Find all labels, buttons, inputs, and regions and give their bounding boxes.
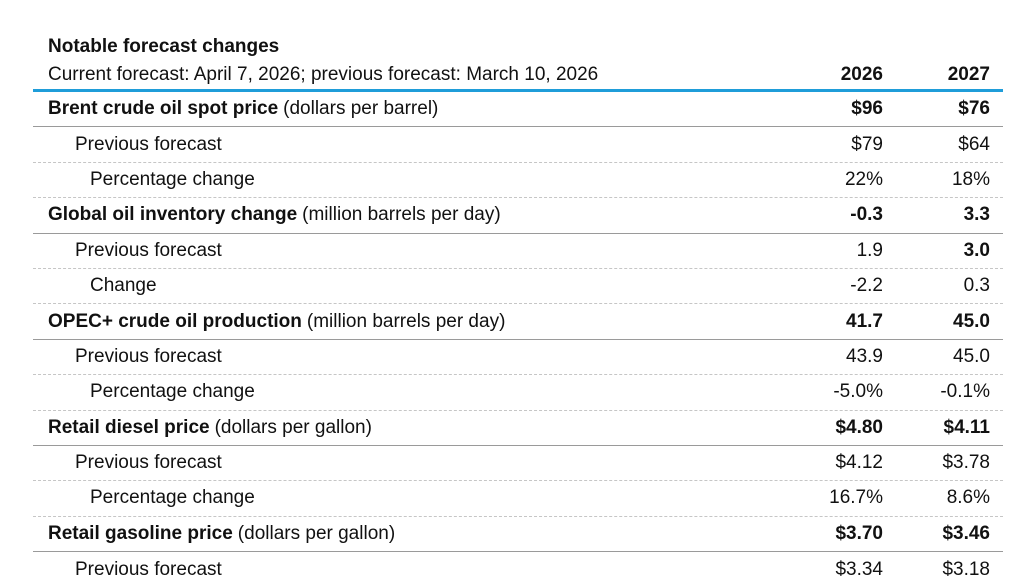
value-cell: 8.6% <box>946 487 990 509</box>
value-cell: $4.11 <box>943 416 991 438</box>
row-label: Previous forecast <box>75 345 222 367</box>
value-cell: 45.0 <box>953 345 990 367</box>
metric-name: OPEC+ crude oil production <box>48 310 302 332</box>
table-header-row: Current forecast: April 7, 2026; previou… <box>33 60 1003 92</box>
row-label: Global oil inventory change (million barr… <box>33 204 778 226</box>
value-cell: 22% <box>844 168 883 190</box>
table-row-brent: Brent crude oil spot price (dollars per b… <box>33 92 1003 128</box>
row-label: Change <box>90 275 157 297</box>
value-cell: -2.2 <box>850 275 883 297</box>
value-cell: $4.80 <box>835 416 883 438</box>
table-row-percentage-change: Percentage change 22% 18% <box>33 163 1003 199</box>
table-row-opec: OPEC+ crude oil production (million barre… <box>33 304 1003 340</box>
value-cell: $64 <box>958 133 990 155</box>
forecast-dates-line: Current forecast: April 7, 2026; previou… <box>48 64 599 85</box>
table-row-previous-forecast: Previous forecast 43.9 45.0 <box>33 340 1003 376</box>
page-title: Notable forecast changes <box>48 36 280 57</box>
row-label: Retail diesel price (dollars per gallon) <box>33 417 778 439</box>
row-label: Percentage change <box>90 168 255 190</box>
value-cell: $96 <box>851 98 883 120</box>
metric-unit: (million barrels per day) <box>302 204 501 226</box>
value-cell: $3.70 <box>835 522 883 544</box>
row-label: Previous forecast <box>75 452 222 474</box>
column-header-2026: 2026 <box>840 64 883 85</box>
table-row-diesel: Retail diesel price (dollars per gallon) … <box>33 411 1003 446</box>
table-row-percentage-change: Percentage change 16.7% 8.6% <box>33 481 1003 517</box>
value-cell: 45.0 <box>953 310 990 332</box>
forecast-table: Notable forecast changes Current forecas… <box>33 0 1003 587</box>
table-row-gasoline: Retail gasoline price (dollars per gallon… <box>33 517 1003 553</box>
value-cell: $3.46 <box>942 522 990 544</box>
table-row-previous-forecast: Previous forecast 1.9 3.0 <box>33 234 1003 269</box>
metric-name: Retail gasoline price <box>48 522 233 544</box>
value-cell: $4.12 <box>835 452 883 474</box>
value-cell: 0.3 <box>963 275 990 297</box>
table-row-inventory: Global oil inventory change (million barr… <box>33 198 1003 234</box>
value-cell: 3.3 <box>963 204 990 226</box>
row-label: Previous forecast <box>75 558 222 580</box>
value-cell: $76 <box>958 98 990 120</box>
metric-unit: (dollars per barrel) <box>283 98 439 120</box>
metric-name: Global oil inventory change <box>48 204 298 226</box>
row-label: Percentage change <box>90 381 255 403</box>
value-cell: -0.3 <box>850 204 883 226</box>
value-cell: 3.0 <box>963 239 990 261</box>
row-label: Brent crude oil spot price (dollars per b… <box>33 98 778 120</box>
metric-unit: (million barrels per day) <box>306 310 506 332</box>
row-label: OPEC+ crude oil production (million barre… <box>33 311 778 333</box>
table-row-previous-forecast: Previous forecast $4.12 $3.78 <box>33 446 1003 482</box>
table-row-previous-forecast: Previous forecast $3.34 $3.18 <box>33 552 1003 587</box>
metric-unit: (dollars per gallon) <box>237 522 396 544</box>
row-label: Retail gasoline price (dollars per gallon… <box>33 523 778 545</box>
column-header-2027: 2027 <box>947 64 990 85</box>
table-row-change: Change -2.2 0.3 <box>33 269 1003 305</box>
value-cell: 18% <box>951 168 990 190</box>
metric-name: Brent crude oil spot price <box>48 98 279 120</box>
row-label: Percentage change <box>90 487 255 509</box>
value-cell: $3.18 <box>942 558 990 580</box>
row-label: Previous forecast <box>75 239 222 261</box>
table-row-percentage-change: Percentage change -5.0% -0.1% <box>33 375 1003 411</box>
table-row-previous-forecast: Previous forecast $79 $64 <box>33 127 1003 163</box>
value-cell: 43.9 <box>846 345 883 367</box>
value-cell: 41.7 <box>846 310 883 332</box>
value-cell: -5.0% <box>833 381 883 403</box>
value-cell: $3.78 <box>942 452 990 474</box>
value-cell: $3.34 <box>835 558 883 580</box>
value-cell: $79 <box>851 133 883 155</box>
metric-name: Retail diesel price <box>48 416 210 438</box>
value-cell: 16.7% <box>829 487 883 509</box>
value-cell: 1.9 <box>856 239 883 261</box>
row-label: Previous forecast <box>75 133 222 155</box>
value-cell: -0.1% <box>940 381 990 403</box>
metric-unit: (dollars per gallon) <box>214 416 372 438</box>
